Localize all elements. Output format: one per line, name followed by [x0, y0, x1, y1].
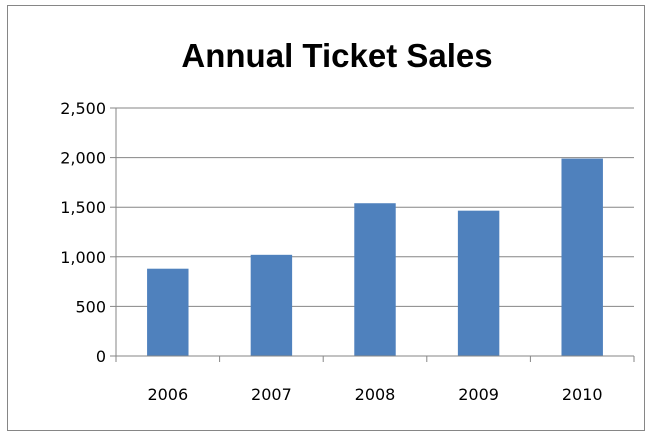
x-tick-label-2008: 2008: [355, 385, 396, 404]
axes: [110, 107, 635, 362]
chart-frame: [7, 5, 645, 431]
bar-2009: [457, 210, 500, 356]
x-tick-label-2007: 2007: [251, 385, 292, 404]
chart-title: Annual Ticket Sales: [181, 37, 492, 74]
bar-2008: [354, 203, 396, 356]
y-tick-labels: 0 500 1,000 1,500 2,000 2,500: [60, 99, 106, 366]
x-tick-label-2006: 2006: [147, 385, 188, 404]
bars: [147, 158, 603, 356]
x-tick-label-2009: 2009: [458, 385, 499, 404]
y-tick-label-2000: 2,000: [60, 149, 106, 168]
bar-2010: [561, 158, 603, 356]
y-tick-label-2500: 2,500: [60, 99, 106, 118]
bar-2007: [250, 254, 293, 356]
y-tick-label-500: 500: [75, 297, 106, 316]
x-tick-labels: 2006 2007 2008 2009 2010: [147, 385, 602, 404]
y-tick-label-1500: 1,500: [60, 198, 106, 217]
x-tick-label-2010: 2010: [562, 385, 603, 404]
bar-2006: [147, 268, 189, 356]
y-tick-label-0: 0: [96, 347, 106, 366]
y-tick-label-1000: 1,000: [60, 248, 106, 267]
